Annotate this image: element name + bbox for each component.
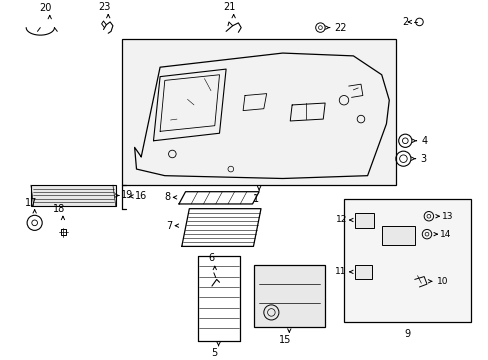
Text: 20: 20 [39,3,51,13]
Text: 14: 14 [439,230,450,239]
Text: 16: 16 [134,192,146,201]
Text: 2: 2 [401,17,407,27]
Bar [31,185,116,206]
Text: 10: 10 [436,277,448,286]
Bar [343,199,470,322]
Bar [122,39,395,185]
Text: 8: 8 [164,192,170,202]
Text: 18: 18 [53,204,65,214]
Text: 22: 22 [334,23,346,33]
Text: 23: 23 [98,1,110,12]
Text: 3: 3 [420,154,426,164]
Text: 11: 11 [335,267,346,276]
Text: 21: 21 [223,1,236,12]
Bar [254,265,325,327]
Text: 4: 4 [421,136,427,146]
Bar [381,226,414,244]
Bar [355,213,373,228]
Text: 12: 12 [335,216,346,225]
Text: 1: 1 [253,194,259,204]
Text: 9: 9 [403,329,409,339]
Text: 15: 15 [279,335,291,345]
Text: 19: 19 [121,190,133,201]
Text: 7: 7 [166,221,172,231]
Bar [355,265,371,279]
Text: 17: 17 [24,198,37,208]
Text: 6: 6 [207,253,214,264]
Text: 5: 5 [211,348,218,358]
Text: 13: 13 [441,212,453,221]
